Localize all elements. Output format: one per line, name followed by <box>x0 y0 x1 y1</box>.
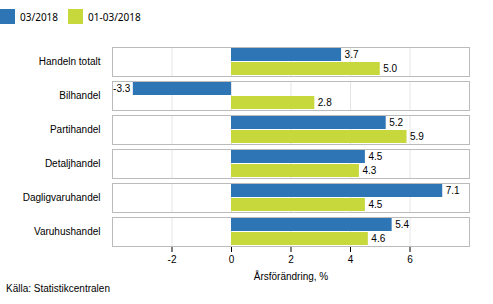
svg-text:Dagligvaruhandel: Dagligvaruhandel <box>23 192 101 203</box>
svg-text:4.6: 4.6 <box>371 233 385 244</box>
svg-text:0: 0 <box>229 254 235 265</box>
svg-text:5.0: 5.0 <box>383 63 397 74</box>
svg-text:5.4: 5.4 <box>395 219 409 230</box>
svg-text:2.8: 2.8 <box>318 97 332 108</box>
svg-text:5.9: 5.9 <box>410 131 424 142</box>
svg-text:4.3: 4.3 <box>362 165 376 176</box>
svg-text:Bilhandel: Bilhandel <box>59 90 100 101</box>
svg-text:Partihandel: Partihandel <box>50 124 101 135</box>
svg-text:7.1: 7.1 <box>446 185 460 196</box>
html-text:Källa: Statistikcentralen: Källa: Statistikcentralen <box>6 283 110 294</box>
html-text:03/2018: 03/2018 <box>20 9 58 24</box>
html-text:01-03/2018: 01-03/2018 <box>88 9 141 24</box>
svg-text:Varuhushandel: Varuhushandel <box>34 226 101 237</box>
svg-text:2: 2 <box>288 254 294 265</box>
svg-text:Årsförändring, %: Årsförändring, % <box>254 270 329 282</box>
svg-text:4.5: 4.5 <box>368 199 382 210</box>
svg-text:Handeln totalt: Handeln totalt <box>39 56 101 67</box>
svg-text:-3.3: -3.3 <box>113 83 131 94</box>
svg-text:-2: -2 <box>168 254 177 265</box>
svg-text:Detaljhandel: Detaljhandel <box>45 158 101 169</box>
svg-text:4.5: 4.5 <box>368 151 382 162</box>
svg-text:5.2: 5.2 <box>389 117 403 128</box>
svg-text:6: 6 <box>407 254 413 265</box>
svg-text:3.7: 3.7 <box>345 49 359 60</box>
svg-text:4: 4 <box>348 254 354 265</box>
